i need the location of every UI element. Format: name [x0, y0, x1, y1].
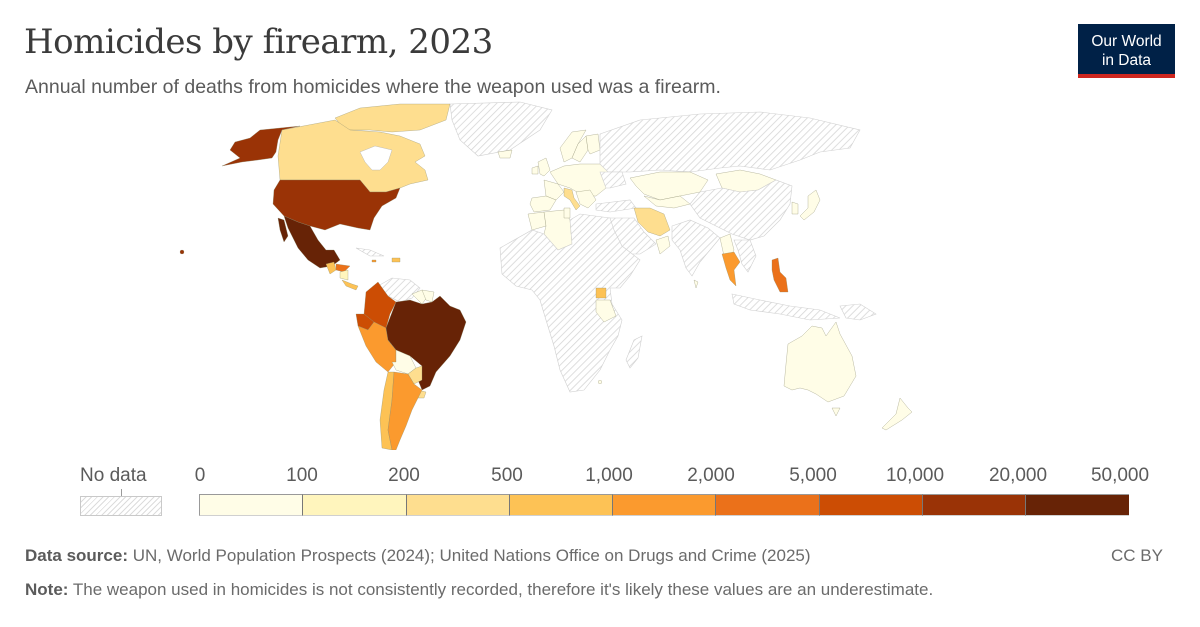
data-source: Data source: UN, World Population Prospe… [25, 546, 811, 566]
legend-bin-10000-20000[interactable] [922, 494, 1026, 516]
country-greenland[interactable] [449, 101, 553, 157]
chart-title: Homicides by firearm, 2023 [24, 22, 493, 62]
data-source-text: UN, World Population Prospects (2024); U… [132, 546, 811, 565]
country-china[interactable] [689, 179, 793, 241]
legend-tick-5000: 5,000 [789, 465, 837, 486]
country-thailand[interactable] [721, 251, 741, 287]
country-dominican-republic[interactable] [391, 257, 401, 263]
owid-logo[interactable]: Our World in Data [1078, 24, 1175, 78]
legend-bin-2000-5000[interactable] [715, 494, 819, 516]
country-iceland[interactable] [497, 149, 513, 159]
note: Note: The weapon used in homicides is no… [25, 580, 933, 600]
country-canada-islands[interactable] [334, 103, 451, 133]
country-spain[interactable] [529, 195, 557, 213]
region-indochina[interactable] [733, 239, 757, 273]
data-source-label: Data source: [25, 546, 128, 565]
country-usa-hawaii[interactable] [179, 249, 185, 255]
country-italy[interactable] [563, 187, 581, 211]
country-south-korea[interactable] [791, 201, 799, 215]
country-kazakhstan[interactable] [629, 171, 709, 201]
legend-tick-200: 200 [388, 465, 420, 486]
country-nicaragua[interactable] [339, 269, 349, 281]
country-jamaica[interactable] [371, 259, 377, 263]
country-philippines[interactable] [771, 257, 789, 293]
no-data-tick [121, 489, 122, 496]
country-papua-new-guinea[interactable] [839, 303, 877, 321]
country-mexico[interactable] [283, 215, 341, 269]
country-cuba[interactable] [355, 247, 385, 257]
country-ukraine[interactable] [599, 171, 627, 189]
country-uganda[interactable] [595, 287, 607, 299]
country-finland[interactable] [585, 133, 601, 155]
legend-bin-100-200[interactable] [302, 494, 406, 516]
country-new-zealand[interactable] [881, 397, 913, 431]
legend-bin-200-500[interactable] [405, 494, 509, 516]
legend-tick-50000: 50,000 [1090, 465, 1150, 486]
legend-tick-500: 500 [491, 465, 523, 486]
country-japan[interactable] [799, 189, 821, 221]
country-australia-tasmania[interactable] [831, 407, 841, 417]
country-mexico-baja[interactable] [277, 217, 289, 243]
country-oman[interactable] [655, 235, 671, 255]
country-panama[interactable] [341, 279, 359, 291]
chart-subtitle: Annual number of deaths from homicides w… [25, 76, 721, 98]
no-data-swatch[interactable] [80, 496, 162, 516]
country-turkey[interactable] [595, 199, 637, 213]
country-tunisia[interactable] [563, 207, 571, 219]
legend-bin-5000-10000[interactable] [818, 494, 923, 516]
country-russia[interactable] [599, 111, 861, 173]
country-guatemala[interactable] [325, 261, 337, 275]
legend-bin-0-100[interactable] [199, 494, 303, 516]
country-united-kingdom[interactable] [537, 157, 551, 177]
country-france[interactable] [543, 179, 565, 201]
country-sri-lanka[interactable] [693, 279, 699, 289]
country-tanzania[interactable] [595, 299, 617, 323]
country-iran[interactable] [633, 207, 671, 237]
country-madagascar[interactable] [625, 335, 643, 369]
legend-bin-20000-50000[interactable] [1025, 494, 1129, 516]
country-ireland[interactable] [531, 165, 539, 175]
no-data-label: No data [80, 465, 147, 486]
country-morocco[interactable] [527, 211, 547, 231]
legend-tick-1000: 1,000 [585, 465, 633, 486]
country-usa-alaska[interactable] [221, 125, 301, 167]
legend-bin-500-1000[interactable] [508, 494, 613, 516]
license-link[interactable]: CC BY [1111, 546, 1163, 565]
region-africa[interactable] [499, 213, 641, 393]
country-india[interactable] [671, 219, 721, 277]
note-text: The weapon used in homicides is not cons… [72, 580, 934, 599]
legend-tick-100: 100 [286, 465, 318, 486]
world-map [179, 101, 913, 450]
legend-color-scale [199, 494, 1129, 516]
legend-tick-0: 0 [194, 465, 206, 486]
country-argentina[interactable] [387, 371, 423, 450]
country-brazil[interactable] [385, 295, 467, 391]
note-label: Note: [25, 580, 69, 599]
country-australia[interactable] [783, 321, 857, 403]
legend-tick-10000: 10,000 [885, 465, 945, 486]
legend-bin-1000-2000[interactable] [612, 494, 716, 516]
logo-line1: Our World [1091, 33, 1162, 50]
region-balkans[interactable] [575, 189, 597, 209]
legend-tick-2000: 2,000 [687, 465, 735, 486]
country-indonesia[interactable] [731, 293, 841, 321]
country-eswatini[interactable] [597, 379, 603, 385]
legend-tick-20000: 20,000 [988, 465, 1048, 486]
logo-line2: in Data [1101, 52, 1152, 69]
country-bolivia[interactable] [387, 339, 417, 375]
